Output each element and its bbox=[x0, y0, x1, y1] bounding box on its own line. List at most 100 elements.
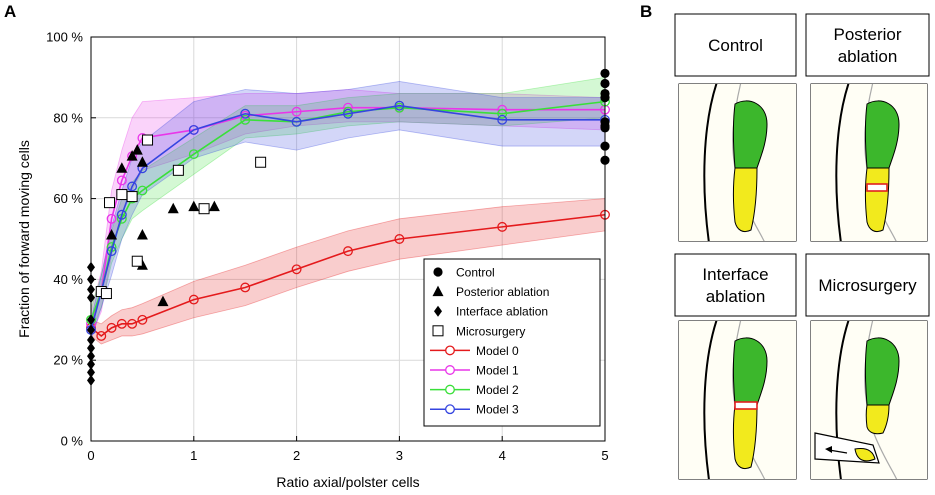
model-0-point bbox=[343, 246, 353, 257]
panel-b-letter: B bbox=[640, 2, 652, 21]
model-0-point bbox=[188, 294, 199, 305]
x-tick-label: 5 bbox=[601, 448, 608, 463]
anterior-region bbox=[865, 100, 900, 169]
chart-panel-a: 0 % 20 % 40 % 60 % 80 % 100 % 0 1 2 3 4 5 Ratio axia… bbox=[16, 30, 610, 490]
model-0-point bbox=[291, 264, 302, 275]
model-3-point bbox=[127, 181, 138, 192]
schematic-panel-b: Control Posterior ablation Interface ablatio… bbox=[674, 13, 930, 480]
microsurgery-point bbox=[100, 288, 112, 300]
x-tick-label: 1 bbox=[190, 448, 197, 463]
y-axis-title: Fraction of forward moving cells bbox=[16, 140, 32, 338]
model-3-point bbox=[497, 114, 508, 125]
posterior-ablation-point bbox=[116, 162, 128, 173]
schematic-title: Posterior ablation bbox=[833, 25, 901, 66]
legend-label: Model 3 bbox=[476, 403, 519, 417]
legend-entry-interface-ablation: Interface ablation bbox=[434, 305, 548, 319]
plot-frame bbox=[90, 36, 606, 442]
embryo-outline bbox=[703, 321, 718, 479]
model-2-point bbox=[497, 108, 508, 119]
legend-entry-model-0: Model 0 bbox=[430, 344, 519, 358]
model-3-point bbox=[188, 124, 199, 135]
legend-entry-model-2: Model 2 bbox=[430, 383, 519, 397]
model-0-point bbox=[497, 221, 508, 232]
legend-label: Microsurgery bbox=[456, 324, 525, 338]
x-tick-label: 4 bbox=[499, 448, 506, 463]
anterior-region bbox=[733, 100, 768, 169]
legend-entry-control: Control bbox=[433, 266, 495, 280]
posterior-ablation-point bbox=[136, 228, 148, 240]
microsurgery-point bbox=[255, 156, 267, 168]
y-tick-label: 100 % bbox=[46, 30, 83, 45]
microsurgery-point bbox=[142, 134, 154, 146]
title-box bbox=[674, 13, 797, 77]
posterior-region bbox=[733, 404, 758, 470]
model-1-point bbox=[106, 213, 117, 224]
schematic-title: Control bbox=[708, 36, 763, 55]
anterior-region bbox=[865, 337, 900, 406]
model-1-point bbox=[116, 175, 127, 186]
legend-marker bbox=[434, 305, 442, 317]
schematic-posterior: Posterior ablation bbox=[805, 13, 930, 242]
tissue-image bbox=[810, 83, 928, 242]
legend-entry-model-1: Model 1 bbox=[430, 364, 519, 378]
legend-marker bbox=[433, 267, 443, 277]
legend-label: Interface ablation bbox=[456, 305, 548, 319]
model-3-point bbox=[291, 116, 302, 127]
model-0-point bbox=[116, 318, 127, 329]
model-0-point bbox=[240, 282, 251, 293]
microsurgery-point bbox=[198, 203, 210, 215]
model-3-point bbox=[394, 100, 405, 111]
model-0-point bbox=[127, 318, 138, 329]
model-0-point bbox=[394, 234, 405, 244]
ablation-mark bbox=[866, 183, 888, 192]
model-3-point bbox=[116, 209, 127, 220]
model-2-point bbox=[240, 114, 251, 125]
extracted-tissue bbox=[854, 448, 876, 462]
embryo-outline bbox=[703, 84, 718, 241]
title-box bbox=[805, 13, 930, 77]
schematic-title: Microsurgery bbox=[818, 276, 917, 295]
model-0-point bbox=[106, 322, 117, 333]
microsurgery-point bbox=[116, 189, 128, 201]
model-2-point bbox=[188, 149, 199, 160]
microsurgery-point bbox=[131, 255, 143, 267]
legend-entry-posterior-ablation: Posterior ablation bbox=[432, 285, 549, 299]
legend: Control Posterior ablation Interface ablat… bbox=[423, 258, 601, 427]
x-tick-label: 2 bbox=[293, 448, 300, 463]
legend-label: Control bbox=[456, 266, 495, 280]
x-tick-label: 0 bbox=[87, 448, 94, 463]
posterior-ablation-point bbox=[157, 295, 169, 307]
microsurgery-point bbox=[172, 164, 184, 176]
posterior-ablation-point bbox=[131, 144, 143, 155]
posterior-region bbox=[733, 167, 758, 233]
posterior-ablation-point bbox=[167, 202, 179, 214]
posterior-ablation-point bbox=[126, 150, 138, 161]
x-axis-title: Ratio axial/polster cells bbox=[276, 474, 419, 490]
schematic-control: Control bbox=[674, 13, 797, 242]
posterior-ablation-point bbox=[136, 156, 148, 167]
legend-marker bbox=[445, 404, 455, 415]
posterior-ablation-point bbox=[208, 200, 220, 212]
legend-marker bbox=[432, 285, 444, 297]
legend-marker bbox=[445, 384, 455, 395]
panel-a-letter: A bbox=[4, 2, 16, 21]
series-line-model-0 bbox=[90, 213, 606, 337]
legend-label: Model 2 bbox=[476, 383, 519, 397]
series-line-model-3 bbox=[90, 104, 605, 331]
model-0-point bbox=[96, 331, 107, 341]
legend-entry-microsurgery: Microsurgery bbox=[432, 324, 525, 338]
ablation-mark bbox=[734, 401, 758, 410]
posterior-region bbox=[865, 404, 890, 435]
schematic-title: Interface ablation bbox=[702, 265, 768, 306]
model-3-point bbox=[343, 108, 353, 119]
legend-label: Posterior ablation bbox=[456, 285, 549, 299]
posterior-ablation-point bbox=[188, 200, 200, 212]
legend-box bbox=[423, 258, 601, 427]
schematic-interface: Interface ablation bbox=[674, 253, 797, 480]
model-3-point bbox=[240, 108, 251, 119]
legend-label: Model 1 bbox=[476, 364, 519, 378]
model-2-point bbox=[137, 185, 148, 196]
y-tick-label: 0 % bbox=[61, 434, 84, 449]
anterior-region bbox=[733, 337, 768, 406]
posterior-ablation-point bbox=[106, 228, 118, 240]
